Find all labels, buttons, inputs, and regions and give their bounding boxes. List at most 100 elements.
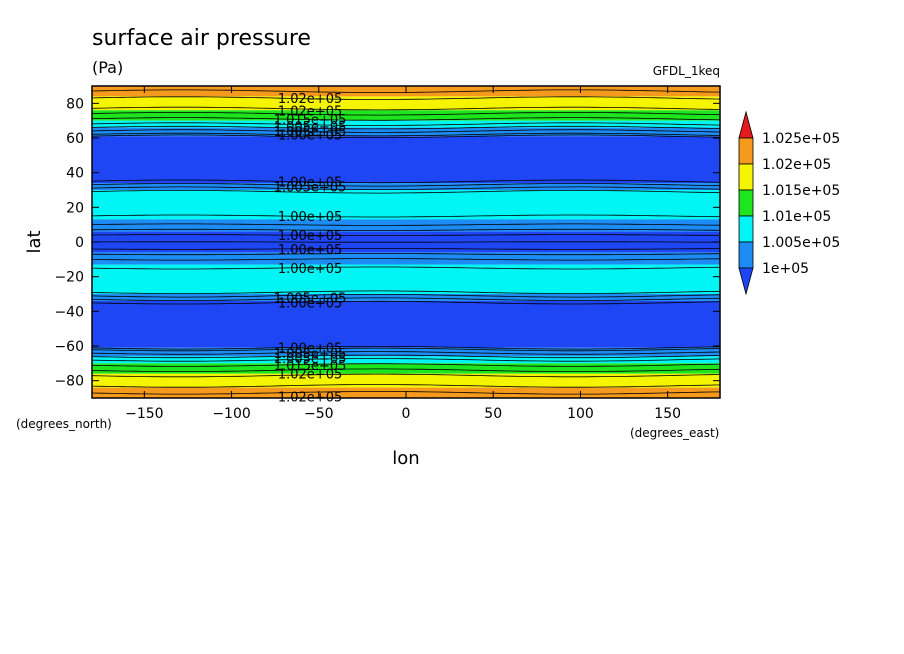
contour-line-35 xyxy=(91,384,721,388)
band-12 xyxy=(92,294,720,301)
y-tick-label: 20 xyxy=(66,200,84,216)
band-7 xyxy=(92,190,720,220)
x-tick-label: −150 xyxy=(125,406,163,422)
contour-label-14: 1.00e+05 xyxy=(278,342,342,357)
colorbar-label: 1.01e+05 xyxy=(762,209,831,225)
colorbar-arrow-bottom xyxy=(738,267,754,296)
x-tick-label: −100 xyxy=(212,406,250,422)
y-tick-label: −40 xyxy=(54,304,84,320)
colorbar-label: 1.025e+05 xyxy=(762,131,840,147)
contour-line-12 xyxy=(91,186,721,190)
x-axis-label: lon xyxy=(392,448,419,469)
contour-labels: 1.02e+051.02e+051.015e+051.005e+051.005e… xyxy=(274,92,347,405)
y-tick-label: −20 xyxy=(54,270,84,286)
contour-line-8 xyxy=(91,132,721,137)
contour-label-0: 1.02e+05 xyxy=(278,92,342,107)
contour-label-17: 1.015e+05 xyxy=(274,359,347,374)
contour-line-22 xyxy=(91,266,721,270)
chart-title: surface air pressure xyxy=(92,26,311,51)
colorbar-box-4 xyxy=(738,215,754,243)
contour-label-12: 1.005e+05 xyxy=(274,291,347,306)
contour-line-31 xyxy=(91,358,721,362)
contour-label-7: 1.005e+05 xyxy=(274,181,347,196)
contour-line-15 xyxy=(91,223,721,226)
contour-line-34 xyxy=(91,373,721,378)
contour-line-19 xyxy=(91,248,721,250)
contour-line-16 xyxy=(91,228,721,231)
contour-line-26 xyxy=(91,300,721,305)
contour-line-11 xyxy=(91,183,721,187)
contour-line-9 xyxy=(91,134,721,138)
contour-line-20 xyxy=(91,253,721,256)
y-tick-label: 0 xyxy=(75,235,84,251)
contour-line-2 xyxy=(91,106,721,111)
band-11 xyxy=(92,264,720,294)
contour-label-5: 1.00e+05 xyxy=(278,129,342,144)
contour-label-4: 1.005e+05 xyxy=(274,125,347,140)
colorbar-label: 1.02e+05 xyxy=(762,157,831,173)
contour-label-13: 1.00e+05 xyxy=(278,297,342,312)
colorbar-box-2 xyxy=(738,163,754,191)
contour-label-2: 1.015e+05 xyxy=(274,113,347,128)
contour-line-6 xyxy=(91,125,721,130)
y-tick-label: 80 xyxy=(66,96,84,112)
y-axis: −80 −60 −40 −20 0 20 40 60 80 xyxy=(54,96,720,390)
contour-line-3 xyxy=(91,112,721,116)
contour-line-17 xyxy=(91,234,721,236)
colorbar-box-5 xyxy=(738,241,754,269)
contour-label-16: 1.005e+05 xyxy=(274,352,347,367)
band-15 xyxy=(92,356,720,364)
contour-line-25 xyxy=(91,297,721,301)
band-2 xyxy=(92,110,720,121)
contour-line-4 xyxy=(91,117,721,121)
y-axis-label: lat xyxy=(24,230,45,253)
contour-line-1 xyxy=(91,96,721,100)
contour-label-18: 1.02e+05 xyxy=(278,368,342,383)
y-tick-label: −80 xyxy=(54,374,84,390)
colorbar-label: 1e+05 xyxy=(762,261,809,277)
colorbar: 1.025e+05 1.02e+05 1.015e+05 1.01e+05 1.005e… xyxy=(738,110,840,296)
colorbar-box-3 xyxy=(738,189,754,217)
band-6 xyxy=(92,183,720,190)
x-tick-label: 150 xyxy=(654,406,681,422)
y-tick-label: 60 xyxy=(66,131,84,147)
contour-label-10: 1.00e+05 xyxy=(278,243,342,258)
contour-label-1: 1.02e+05 xyxy=(278,104,342,119)
band-5 xyxy=(92,136,720,184)
colorbar-label: 1.005e+05 xyxy=(762,235,840,251)
y-tick-label: −60 xyxy=(54,339,84,355)
contour-line-21 xyxy=(91,258,721,261)
contour-line-30 xyxy=(91,354,721,359)
contour-label-3: 1.005e+05 xyxy=(274,120,347,135)
contour-line-24 xyxy=(91,294,721,298)
contour-label-9: 1.00e+05 xyxy=(278,229,342,244)
colorbar-box-1 xyxy=(738,137,754,165)
x-tick-label: 100 xyxy=(567,406,594,422)
contour-line-7 xyxy=(91,129,721,133)
model-label: GFDL_1keq xyxy=(653,64,720,78)
x-tick-label: 0 xyxy=(402,406,411,422)
contour-line-29 xyxy=(91,351,721,355)
band-1 xyxy=(92,96,720,111)
y-unit-note: (degrees_north) xyxy=(16,417,112,431)
contour-line-5 xyxy=(91,122,721,126)
contour-label-8: 1.00e+05 xyxy=(278,210,342,225)
contour-label-6: 1.00e+05 xyxy=(278,175,342,190)
contour-line-27 xyxy=(91,346,721,350)
colorbar-arrow-top xyxy=(738,110,754,139)
x-tick-label: −50 xyxy=(304,406,334,422)
band-16 xyxy=(92,363,720,374)
x-axis: −150 −100 −50 0 50 100 150 xyxy=(125,86,681,422)
band-3 xyxy=(92,120,720,128)
y-tick-label: 40 xyxy=(66,166,84,182)
contour-line-13 xyxy=(91,190,721,194)
contour-line-32 xyxy=(91,363,721,367)
contour-label-15: 1.005e+05 xyxy=(274,347,347,362)
band-17 xyxy=(92,373,720,388)
contour-line-33 xyxy=(91,368,721,372)
band-13 xyxy=(92,300,720,348)
colorbar-label: 1.015e+05 xyxy=(762,183,840,199)
contour-line-23 xyxy=(91,290,721,294)
contour-line-14 xyxy=(91,214,721,218)
